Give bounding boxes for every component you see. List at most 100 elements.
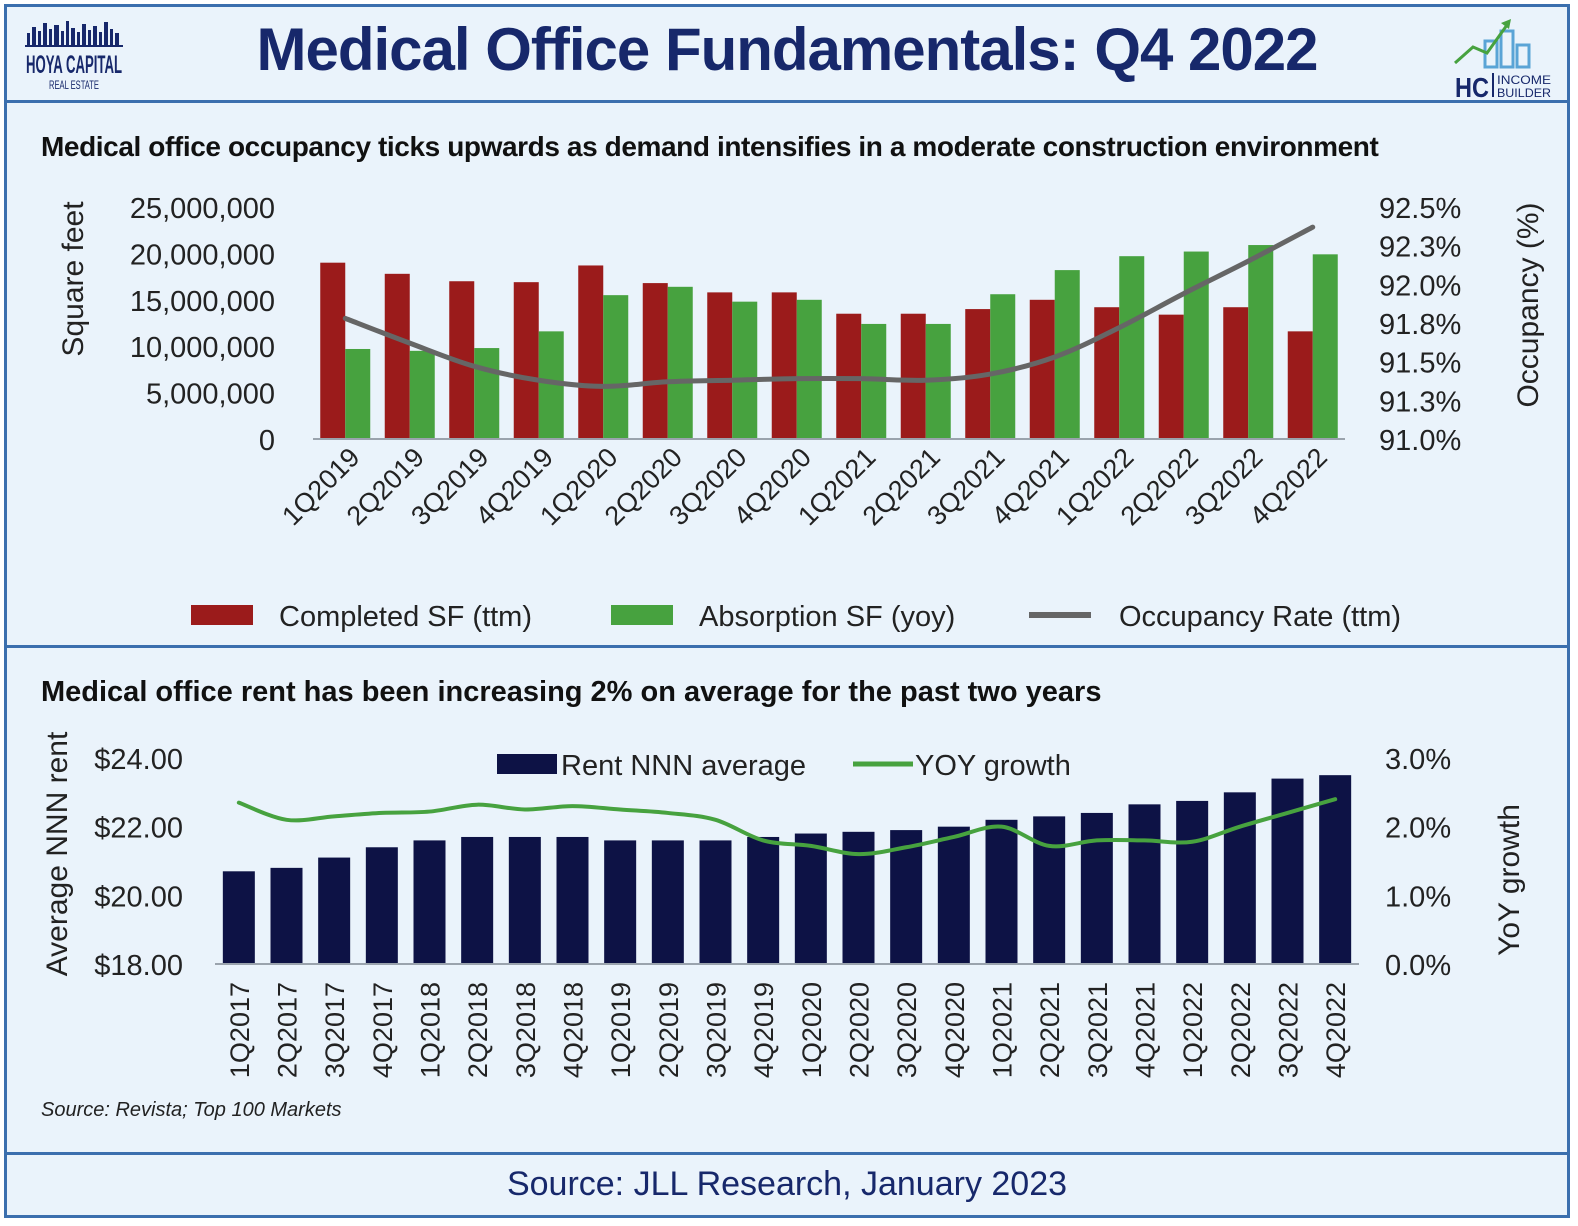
x-tick-label: 1Q2022 (1178, 982, 1208, 1078)
x-tick-label: 3Q2019 (702, 982, 732, 1078)
y-tick-label: $24.00 (94, 744, 183, 776)
rent-panel: Medical office rent has been increasing … (7, 645, 1567, 1155)
completed-bar (707, 292, 733, 439)
rent-bar (747, 836, 780, 964)
y-tick-label: $18.00 (94, 950, 183, 982)
x-tick-label: 1Q2017 (225, 982, 255, 1078)
legend-swatch-absorption (611, 605, 673, 625)
income-builder-logo: HC INCOME BUILDER (1454, 19, 1551, 99)
rent-bar (461, 836, 494, 964)
completed-bar (1029, 299, 1055, 439)
legend-label-absorption: Absorption SF (yoy) (699, 601, 955, 633)
y2-tick-label: 91.8% (1379, 309, 1461, 341)
x-tick-label: 1Q2020 (797, 982, 827, 1078)
absorption-bar (667, 286, 693, 439)
completed-bar (513, 282, 539, 439)
absorption-bar (732, 301, 758, 439)
y2-tick-label: 91.0% (1379, 425, 1461, 457)
rent-bar (604, 840, 637, 964)
x-tick-label: 1Q2019 (606, 982, 636, 1078)
x-tick-label: 3Q2020 (892, 982, 922, 1078)
infographic-frame: HOYA CAPITAL REAL ESTATE Medical Office … (4, 4, 1570, 1218)
legend-label-rent: Rent NNN average (561, 750, 806, 782)
skyline-icon (25, 21, 123, 47)
chart2-title: Medical office rent has been increasing … (41, 676, 1102, 708)
logo-left-line2: REAL ESTATE (49, 78, 99, 92)
completed-bar (578, 265, 604, 439)
y2-tick-label: 92.3% (1379, 232, 1461, 264)
rent-bar (222, 871, 255, 964)
source-note: Source: Revista; Top 100 Markets (41, 1099, 342, 1121)
legend-label-occupancy: Occupancy Rate (ttm) (1119, 601, 1401, 633)
rent-bar (1223, 792, 1256, 964)
rent-bar (794, 833, 827, 964)
legend-label-yoy: YOY growth (915, 750, 1071, 782)
rent-bar (699, 840, 732, 964)
x-tick-label: 4Q2021 (1131, 982, 1161, 1078)
page-title: Medical Office Fundamentals: Q4 2022 (256, 16, 1318, 83)
rent-bar (1319, 775, 1352, 964)
x-tick-label: 3Q2022 (1274, 982, 1304, 1078)
rent-bar (1128, 804, 1161, 964)
header: HOYA CAPITAL REAL ESTATE Medical Office … (7, 7, 1567, 103)
absorption-bar (1183, 251, 1209, 439)
completed-bar (384, 273, 410, 439)
x-tick-label: 3Q2018 (511, 982, 541, 1078)
x-tick-label: 2Q2020 (845, 982, 875, 1078)
rent-bar (937, 826, 970, 964)
x-tick-label: 3Q2017 (320, 982, 350, 1078)
absorption-bar (1312, 254, 1338, 439)
x-tick-label: 1Q2018 (416, 982, 446, 1078)
x-tick-label: 4Q2019 (749, 982, 779, 1078)
logo-right-line2: BUILDER (1497, 86, 1551, 99)
y2-tick-label: 0.0% (1385, 950, 1451, 982)
x-tick-label: 2Q2019 (654, 982, 684, 1078)
y-tick-label: 5,000,000 (146, 379, 275, 411)
completed-bar (642, 283, 668, 439)
completed-bar (771, 292, 797, 439)
rent-chart: $24.00 $22.00 $20.00 $18.00 3.0% 2.0% 1.0% 0.0%… (41, 731, 1526, 1121)
y2-tick-label: 91.5% (1379, 348, 1461, 380)
y2-tick-label: 2.0% (1385, 813, 1451, 845)
rent-bar (270, 867, 303, 964)
yoy-growth-line (236, 797, 1338, 857)
rent-bar (508, 836, 541, 964)
x-tick-label: 1Q2021 (988, 982, 1018, 1078)
absorption-bar (1119, 256, 1145, 439)
x-tick-label: 4Q2020 (940, 982, 970, 1078)
occupancy-line (342, 224, 1316, 389)
y-tick-label: 25,000,000 (130, 193, 275, 225)
y2-tick-label: 1.0% (1385, 881, 1451, 913)
absorption-bar (990, 294, 1016, 439)
rent-bar (1271, 778, 1304, 964)
absorption-bar (603, 295, 629, 439)
y2-tick-label: 91.3% (1379, 386, 1461, 418)
x-tick-label: 2Q2017 (273, 982, 303, 1078)
legend-swatch-completed (191, 605, 253, 625)
completed-bar (320, 262, 346, 439)
y-axis-label: Average NNN rent (41, 731, 74, 976)
rent-bar (985, 819, 1018, 964)
rent-bar (1080, 812, 1113, 964)
y-tick-label: 20,000,000 (130, 239, 275, 271)
rent-bar (318, 857, 351, 964)
y2-axis-label: YoY growth (1493, 804, 1526, 956)
absorption-bar (345, 348, 371, 439)
y-tick-label: $22.00 (94, 813, 183, 845)
x-tick-label: 2Q2018 (463, 982, 493, 1078)
x-tick-label: 4Q2017 (368, 982, 398, 1078)
x-tick-label: 2Q2021 (1035, 982, 1065, 1078)
y-tick-label: 15,000,000 (130, 286, 275, 318)
absorption-bar (1248, 245, 1274, 439)
completed-bar (1223, 307, 1249, 439)
hoya-capital-logo: HOYA CAPITAL REAL ESTATE (25, 21, 123, 92)
y-axis-label: Square feet (57, 201, 90, 357)
legend-swatch-rent (497, 754, 557, 774)
rent-bar (651, 840, 684, 964)
legend-label-completed: Completed SF (ttm) (279, 601, 532, 633)
x-tick-label: 4Q2022 (1321, 982, 1351, 1078)
y2-tick-label: 3.0% (1385, 744, 1451, 776)
y2-axis-label: Occupancy (%) (1512, 202, 1545, 407)
x-tick-label: 3Q2021 (1083, 982, 1113, 1078)
rent-bar (1176, 800, 1209, 964)
